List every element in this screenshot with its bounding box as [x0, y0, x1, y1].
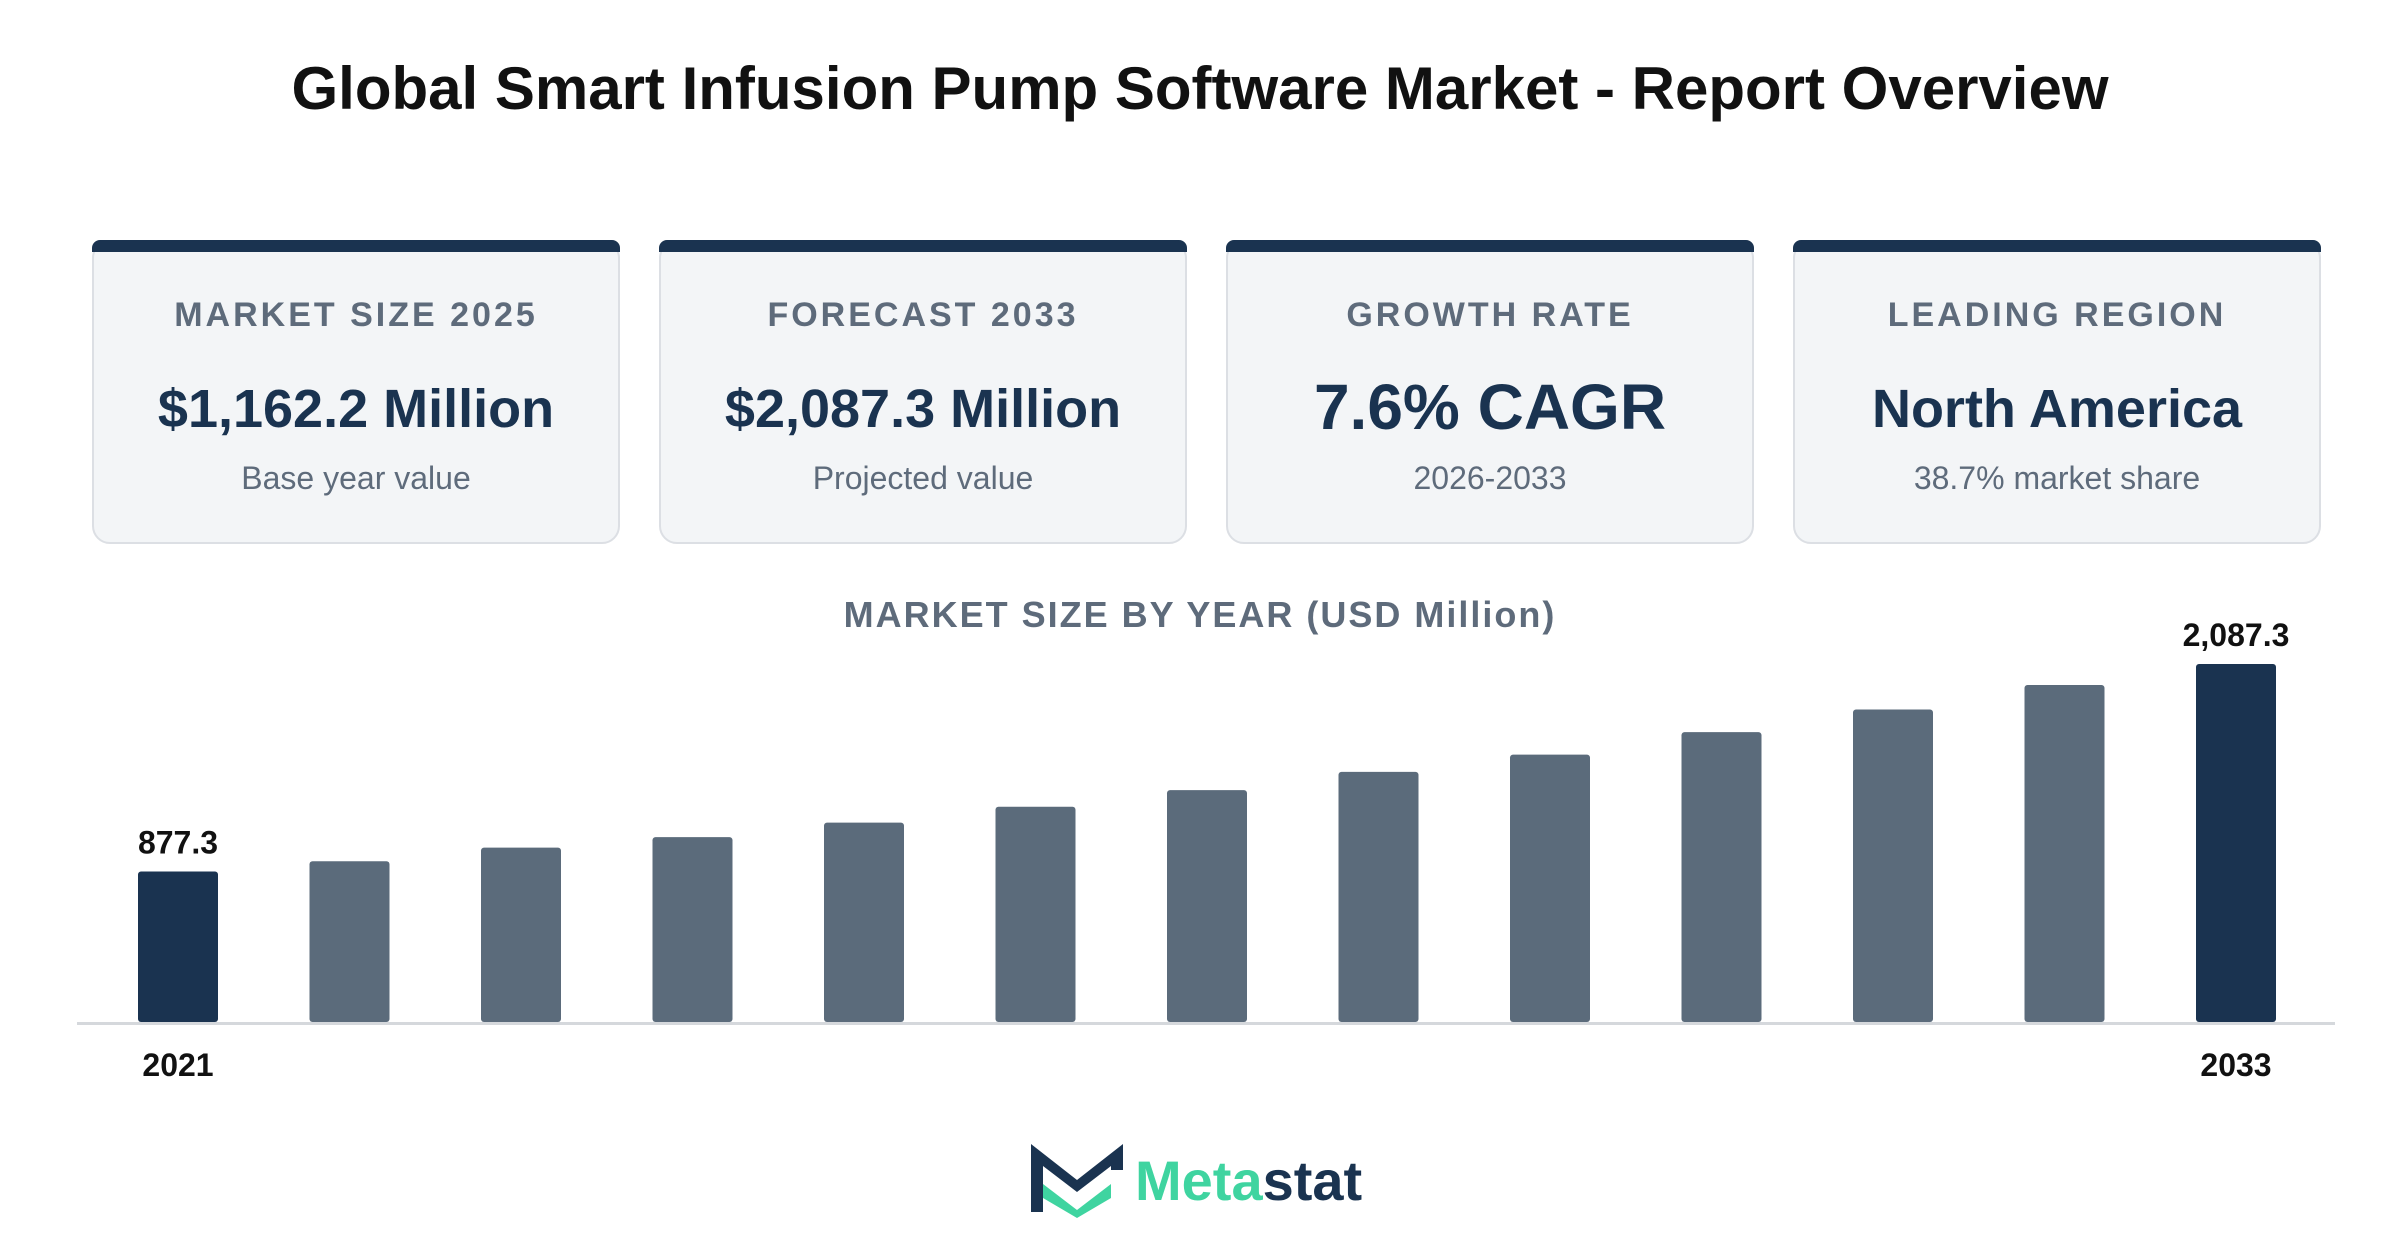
card-subtext: Base year value: [241, 460, 471, 496]
card-label: LEADING REGION: [1887, 296, 2227, 334]
card-label: GROWTH RATE: [1346, 296, 1634, 334]
chart-title: MARKET SIZE BY YEAR (USD Million): [843, 594, 1557, 635]
bar-2033: [2196, 664, 2276, 1022]
bar-2029: [1510, 754, 1590, 1022]
bar-2026: [995, 806, 1076, 1022]
bar-2024: [652, 837, 733, 1022]
card-market-size: MARKET SIZE 2025 $1,162.2 Million Base y…: [92, 240, 620, 544]
card-forecast: FORECAST 2033 $2,087.3 Million Projected…: [659, 240, 1187, 544]
bar-2031: [1853, 709, 1933, 1022]
bar-2022: [309, 861, 390, 1022]
card-leading-region: LEADING REGION North America 38.7% marke…: [1793, 240, 2321, 544]
bar-2028: [1338, 771, 1419, 1022]
card-growth-rate: GROWTH RATE 7.6% CAGR 2026-2033: [1226, 240, 1754, 544]
card-value: $1,162.2 Million: [157, 379, 555, 439]
card-subtext: Projected value: [812, 460, 1034, 496]
card-value: $2,087.3 Million: [724, 379, 1122, 439]
bar-2023: [481, 847, 561, 1022]
card-subtext: 38.7% market share: [1913, 460, 2201, 496]
bar-2021: [138, 871, 218, 1022]
x-tick-label: 2033: [2200, 1047, 2271, 1083]
card-label: FORECAST 2033: [767, 296, 1079, 334]
x-tick-label: 2021: [142, 1047, 213, 1083]
bar-value-label: 877.3: [138, 825, 218, 861]
logo-text-meta: Meta: [1135, 1149, 1263, 1212]
metastat-logo: Metastat: [1027, 1140, 1397, 1220]
card-value: 7.6% CAGR: [1313, 371, 1667, 443]
logo-wordmark: Metastat: [1135, 1148, 1362, 1213]
logo-text-stat: stat: [1262, 1149, 1363, 1212]
bar-2025: [824, 822, 904, 1022]
metastat-logo-icon: [1031, 1144, 1123, 1218]
bar-value-label: 2,087.3: [2183, 617, 2290, 653]
page-title: Global Smart Infusion Pump Software Mark…: [291, 55, 2109, 122]
bar-2027: [1167, 790, 1247, 1022]
bar-2030: [1681, 732, 1762, 1022]
card-value: North America: [1871, 379, 2243, 439]
bar-2032: [2024, 684, 2105, 1022]
card-label: MARKET SIZE 2025: [174, 296, 538, 334]
card-subtext: 2026-2033: [1413, 460, 1567, 496]
